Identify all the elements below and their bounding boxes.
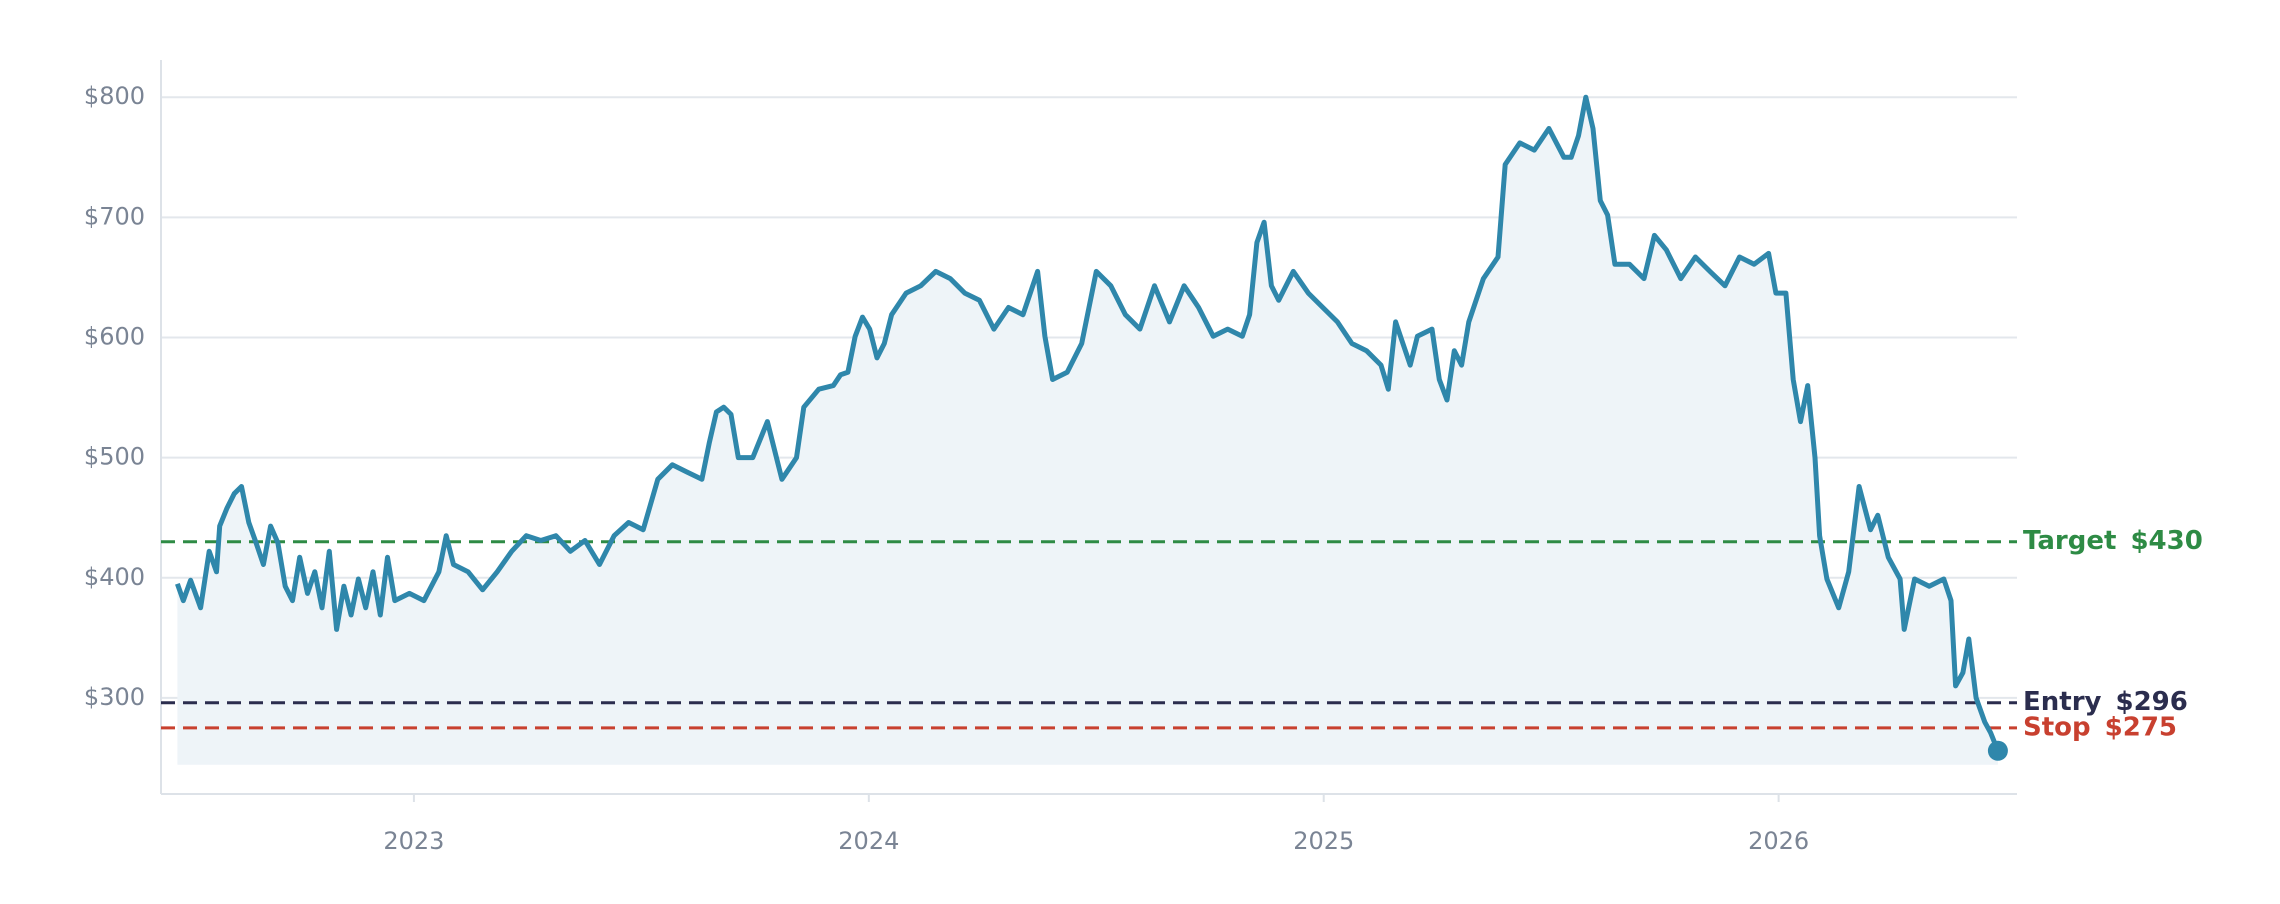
- last-point: [1987, 740, 2008, 761]
- reference-name: Target: [2023, 526, 2116, 556]
- reference-name: Entry: [2023, 687, 2102, 717]
- x-tick-label: 2026: [1748, 827, 1809, 855]
- y-tick-label: $400: [84, 563, 145, 591]
- reference-name: Stop: [2023, 712, 2091, 742]
- x-tick-label: 2024: [838, 827, 899, 855]
- reference-value: $296: [2115, 687, 2187, 717]
- reference-value: $275: [2105, 712, 2177, 742]
- y-tick-label: $500: [84, 443, 145, 471]
- price-line: [175, 94, 2001, 752]
- y-tick-label: $800: [84, 82, 145, 110]
- reference-value: $430: [2130, 526, 2202, 556]
- area: [177, 97, 1998, 765]
- y-tick-label: $700: [84, 202, 145, 230]
- x-tick-label: 2023: [383, 827, 444, 855]
- x-tick-label: 2025: [1293, 827, 1354, 855]
- y-tick-label: $300: [84, 683, 145, 711]
- y-tick-label: $600: [84, 323, 145, 351]
